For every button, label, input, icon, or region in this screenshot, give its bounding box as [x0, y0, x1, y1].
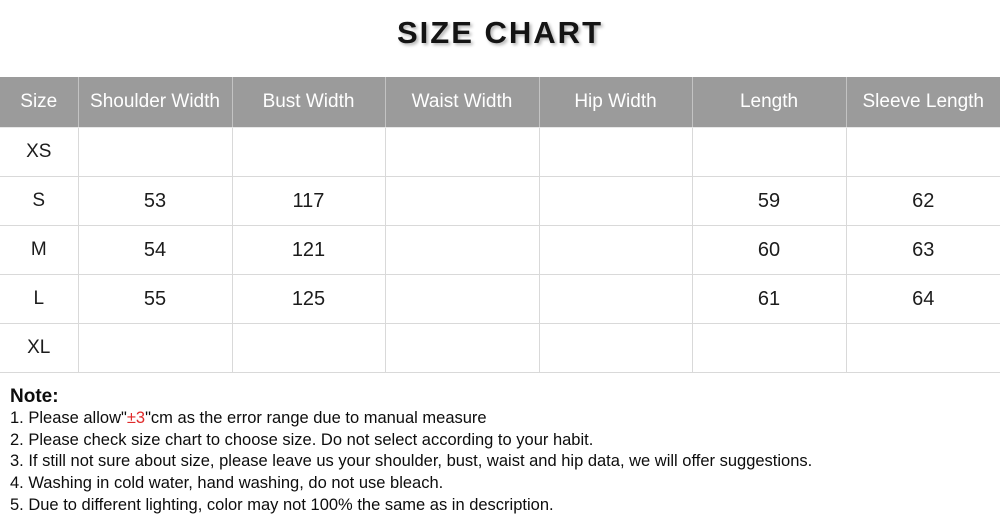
size-cell: XL [0, 323, 79, 373]
value-cell [538, 225, 693, 275]
col-header-hip-width: Hip Width [538, 77, 692, 128]
value-cell [691, 323, 847, 373]
table-row-s: S 53 117 59 62 [0, 176, 1000, 226]
table-row-l: L 55 125 61 64 [0, 274, 1000, 324]
value-cell [845, 127, 1000, 177]
note-line-2: 2. Please check size chart to choose siz… [10, 430, 594, 449]
size-chart-table: Size Shoulder Width Bust Width Waist Wid… [0, 77, 1000, 373]
note-1-pre: 1. Please allow" [10, 409, 127, 427]
col-header-size: Size [0, 77, 78, 128]
notes-section: Note: 1. Please allow"±3"cm as the error… [10, 386, 1000, 517]
value-cell [384, 225, 540, 275]
value-cell [384, 176, 540, 226]
col-header-shoulder-width: Shoulder Width [77, 77, 232, 128]
table-row-m: M 54 121 60 63 [0, 225, 1000, 275]
table-row-xl: XL [0, 323, 1000, 373]
notes-heading: Note: [10, 386, 59, 407]
size-cell: XS [0, 127, 79, 177]
value-cell [845, 323, 1000, 373]
note-line-4: 4. Washing in cold water, hand washing, … [10, 474, 444, 493]
note-line-1: 1. Please allow"±3"cm as the error range… [10, 408, 1000, 430]
col-header-waist-width: Waist Width [384, 77, 539, 128]
value-cell [538, 176, 693, 226]
value-cell: 59 [691, 176, 847, 226]
header-row: Size Shoulder Width Bust Width Waist Wid… [0, 77, 1000, 128]
value-cell: 61 [691, 274, 847, 324]
value-cell: 53 [77, 176, 233, 226]
value-cell: 64 [845, 274, 1000, 324]
value-cell: 55 [77, 274, 233, 324]
value-cell: 62 [845, 176, 1000, 226]
value-cell [384, 323, 540, 373]
value-cell [538, 127, 693, 177]
value-cell: 60 [691, 225, 847, 275]
value-cell [231, 127, 386, 177]
value-cell: 117 [231, 176, 386, 226]
value-cell [384, 127, 540, 177]
value-cell [538, 323, 693, 373]
table-body: XS S 53 117 59 62 M 54 121 [0, 127, 1000, 373]
value-cell [77, 323, 233, 373]
value-cell [384, 274, 540, 324]
note-line-5: 5. Due to different lighting, color may … [10, 495, 554, 514]
value-cell [77, 127, 233, 177]
table-row-xs: XS [0, 127, 1000, 177]
note-line-3: 3. If still not sure about size, please … [10, 452, 813, 471]
table-header: Size Shoulder Width Bust Width Waist Wid… [0, 77, 1000, 128]
col-header-bust-width: Bust Width [231, 77, 385, 128]
value-cell [231, 323, 386, 373]
value-cell: 125 [231, 274, 386, 324]
page-title: SIZE CHART [397, 15, 603, 50]
note-1-highlight: ±3 [126, 409, 146, 427]
value-cell: 63 [845, 225, 1000, 275]
size-cell: S [0, 176, 79, 226]
note-1-post: "cm as the error range due to manual mea… [145, 409, 487, 427]
value-cell [691, 127, 847, 177]
value-cell: 54 [77, 225, 233, 275]
col-header-sleeve-length: Sleeve Length [845, 77, 1000, 128]
col-header-length: Length [691, 77, 846, 128]
size-cell: M [0, 225, 79, 275]
value-cell: 121 [231, 225, 386, 275]
value-cell [538, 274, 693, 324]
size-cell: L [0, 274, 79, 324]
